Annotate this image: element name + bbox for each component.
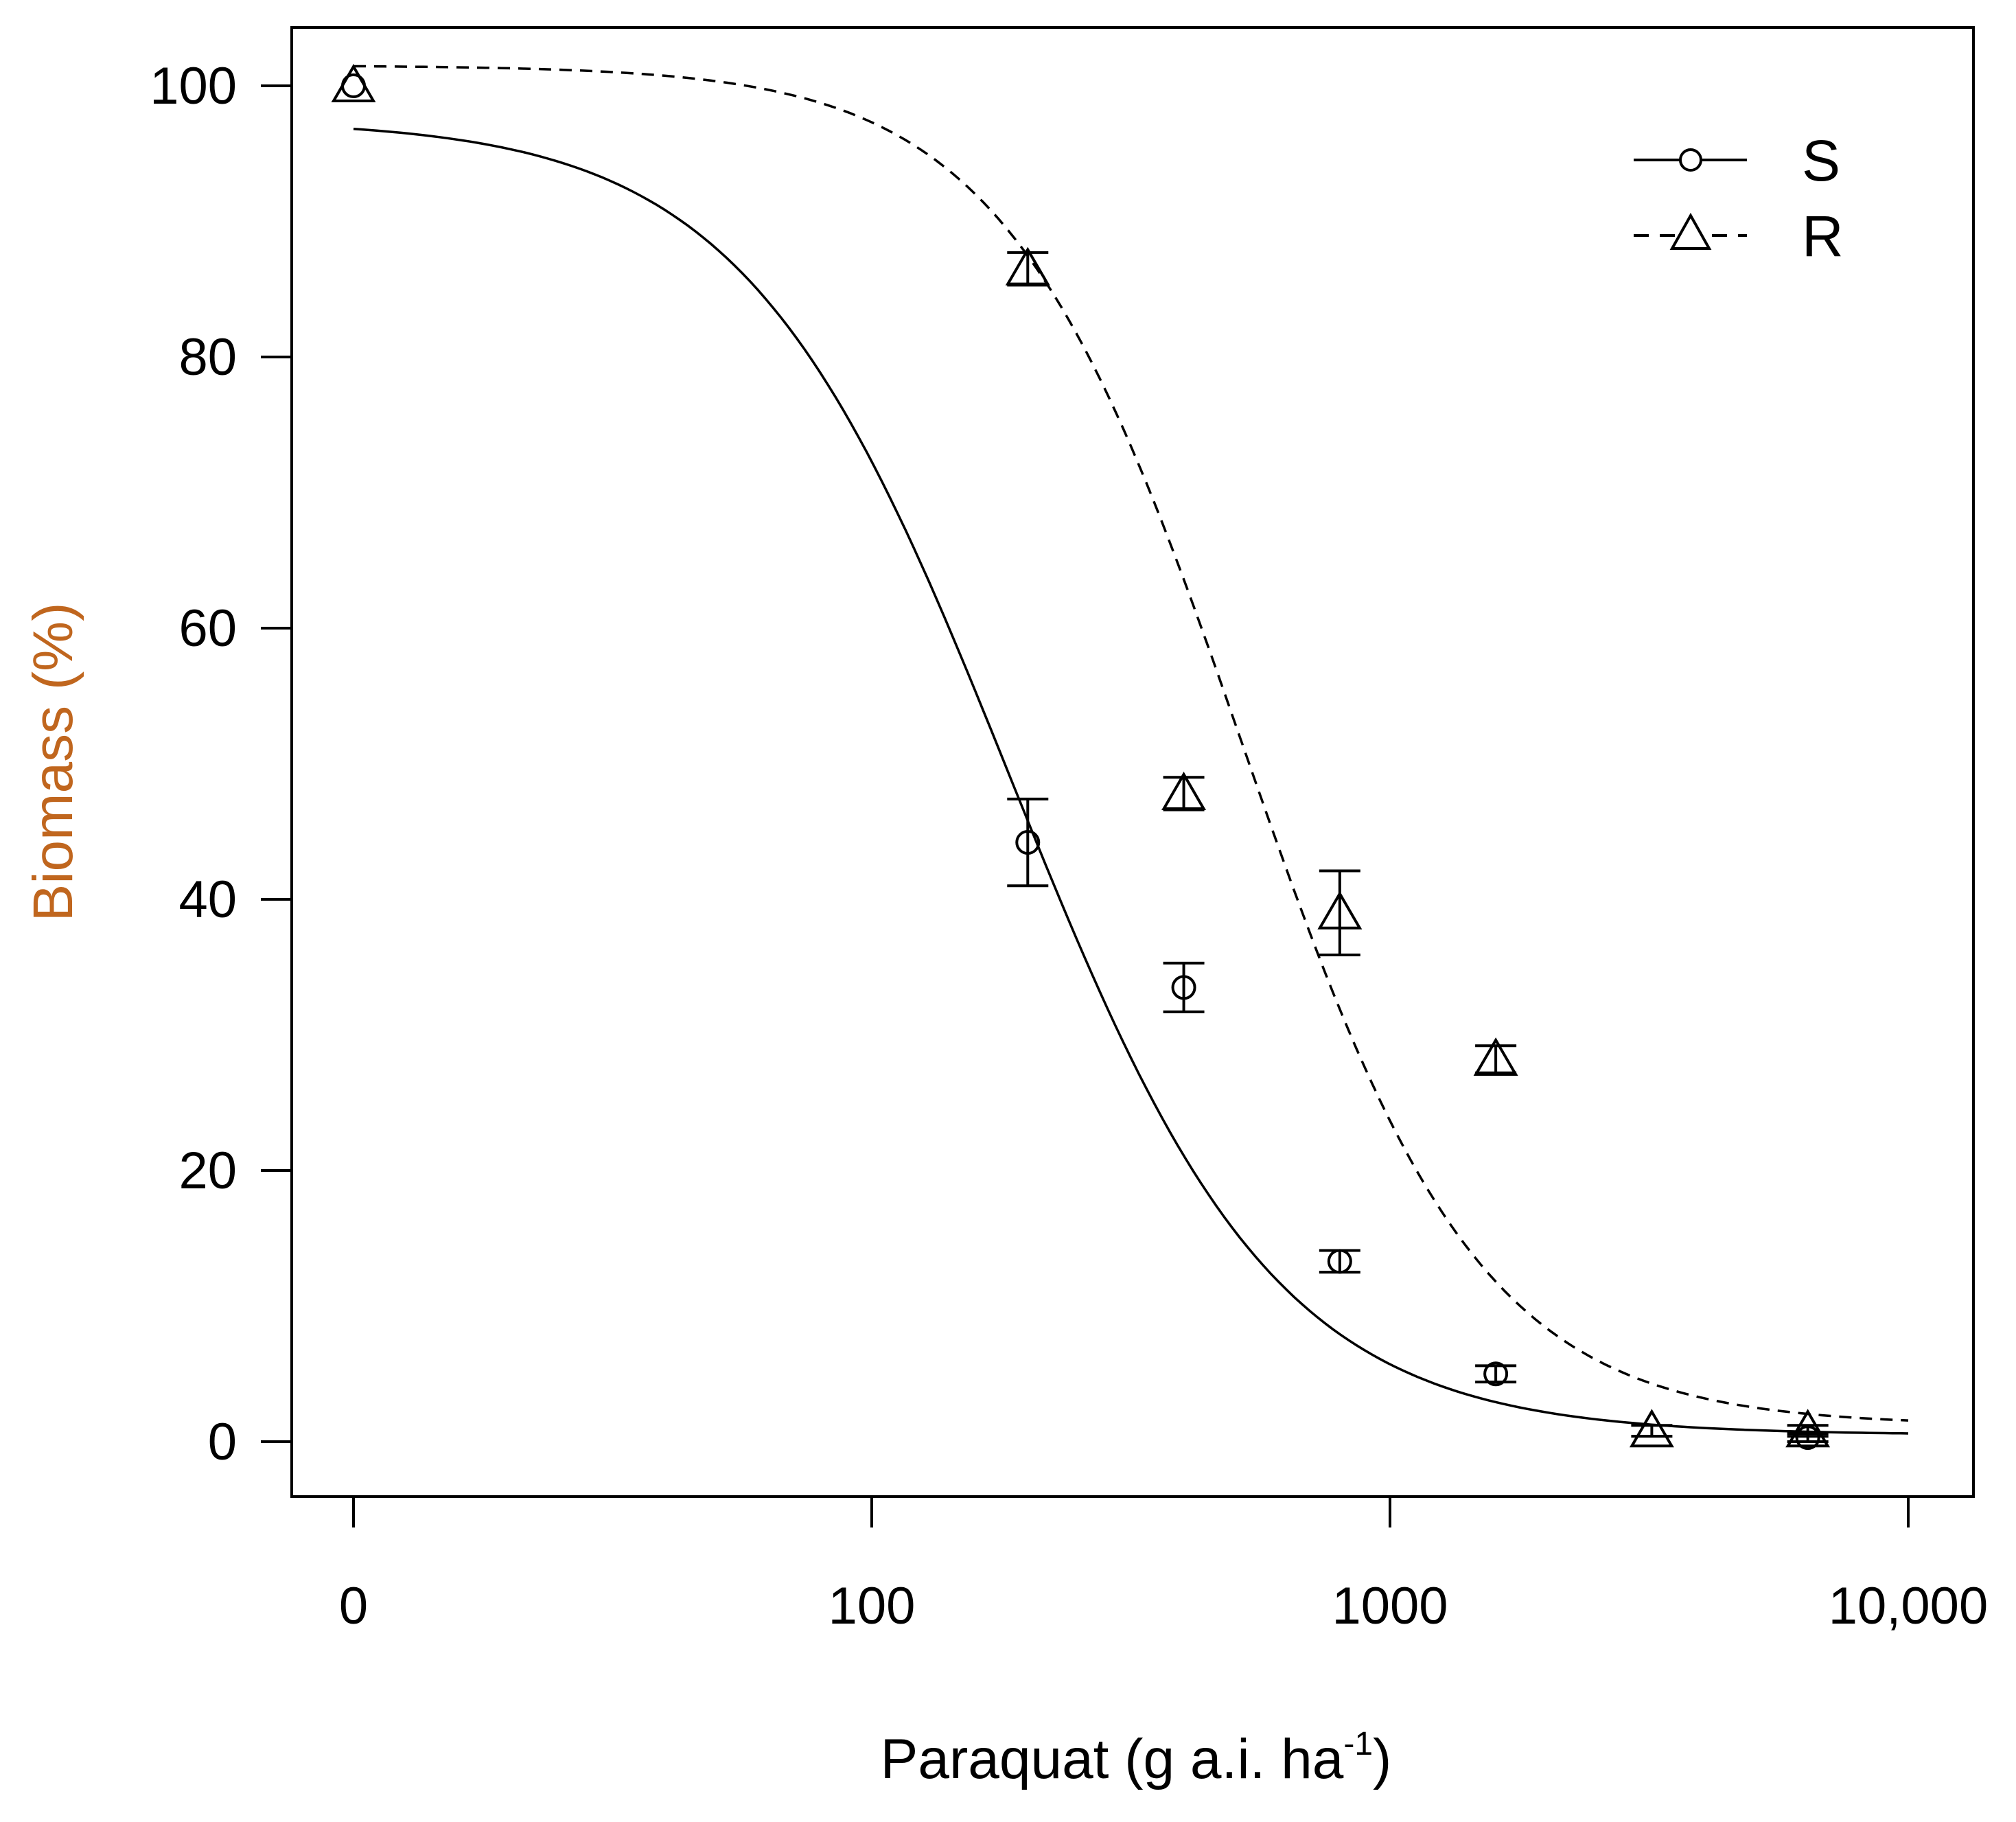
x-axis-title-superscript: -1 [1343,1726,1373,1762]
data-point-r [1629,1409,1674,1448]
y-tick-label: 20 [178,1142,237,1200]
legend-marker-s [1679,148,1702,172]
data-point-r [1005,246,1050,286]
y-axis-title: Biomass (%) [22,603,84,922]
data-point-s [1327,1249,1352,1274]
legend-marker-r [1669,212,1712,250]
data-points [331,64,1831,1451]
y-tick-label: 100 [150,57,237,115]
fit-curve-r [354,65,1909,1422]
x-tick-label: 10,000 [1829,1577,1988,1635]
x-axis-title-main: Paraquat (g a.i. ha [881,1728,1344,1790]
x-tick-label: 1000 [1332,1577,1448,1635]
data-point-r [1473,1037,1518,1076]
data-point-r [331,64,376,102]
y-axis: 0 20 40 60 80 100 [150,57,292,1471]
x-axis: 0 100 1000 10,000 [339,1497,1988,1635]
x-tick-label: 0 [339,1577,368,1635]
plot-frame [290,26,1975,1498]
y-tick-label: 40 [178,870,237,929]
data-point-r [1785,1409,1831,1448]
x-tick-label: 100 [829,1577,916,1635]
data-point-s [1483,1361,1509,1387]
x-axis-title: Paraquat (g a.i. ha-1) [881,1726,1392,1790]
data-point-r [1317,890,1363,930]
y-tick-label: 80 [178,328,237,387]
legend: S R [1634,128,1844,268]
data-point-s [1171,975,1196,1000]
y-tick-label: 0 [208,1413,237,1471]
fit-curve-s [353,127,1909,1435]
y-tick-label: 60 [178,599,237,658]
legend-label-s: S [1802,128,1840,193]
fit-curves [353,65,1909,1435]
legend-label-r: R [1802,204,1844,268]
data-point-s [1015,830,1041,855]
x-axis-title-close: ) [1373,1728,1391,1790]
data-point-r [1161,771,1207,810]
